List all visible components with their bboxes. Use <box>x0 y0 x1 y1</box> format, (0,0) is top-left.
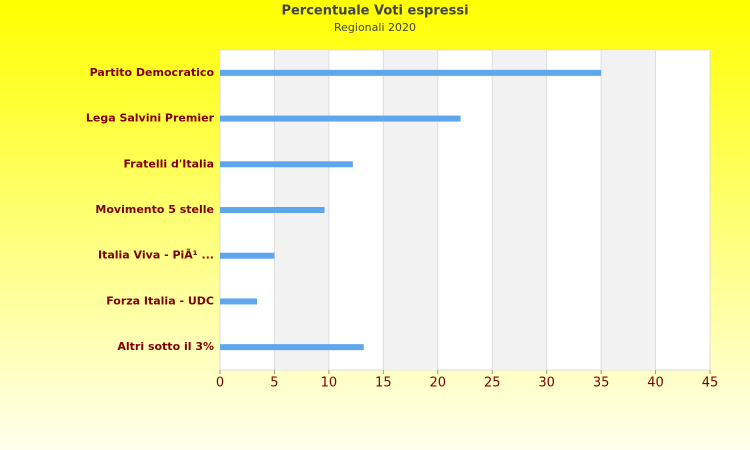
bar <box>220 115 461 122</box>
bar <box>220 252 275 259</box>
x-tick-label: 15 <box>375 376 392 391</box>
x-tick-label: 20 <box>430 376 447 391</box>
chart-title: Percentuale Voti espressi <box>281 4 468 19</box>
chart-subtitle: Regionali 2020 <box>334 21 416 34</box>
y-tick-label: Italia Viva - PiÃ¹ ... <box>98 249 214 262</box>
bar <box>220 298 258 305</box>
grid-band <box>383 50 438 370</box>
grid-band <box>601 50 656 370</box>
x-tick-label: 25 <box>484 376 501 391</box>
x-tick-label: 5 <box>270 376 278 391</box>
bar <box>220 161 353 168</box>
y-tick-label: Movimento 5 stelle <box>95 203 214 216</box>
x-tick-label: 45 <box>702 376 719 391</box>
y-tick-label: Fratelli d'Italia <box>124 157 215 170</box>
y-tick-label: Lega Salvini Premier <box>86 112 215 125</box>
x-tick-label: 35 <box>593 376 610 391</box>
y-tick-label: Partito Democratico <box>90 66 215 79</box>
x-tick-label: 10 <box>321 376 338 391</box>
y-tick-label: Forza Italia - UDC <box>106 294 214 307</box>
x-tick-label: 30 <box>538 376 555 391</box>
grid-band <box>492 50 547 370</box>
y-tick-label: Altri sotto il 3% <box>117 340 214 353</box>
bar <box>220 69 602 76</box>
x-tick-label: 40 <box>647 376 664 391</box>
x-tick-label: 0 <box>216 376 224 391</box>
bar <box>220 207 325 213</box>
bar <box>220 344 364 351</box>
